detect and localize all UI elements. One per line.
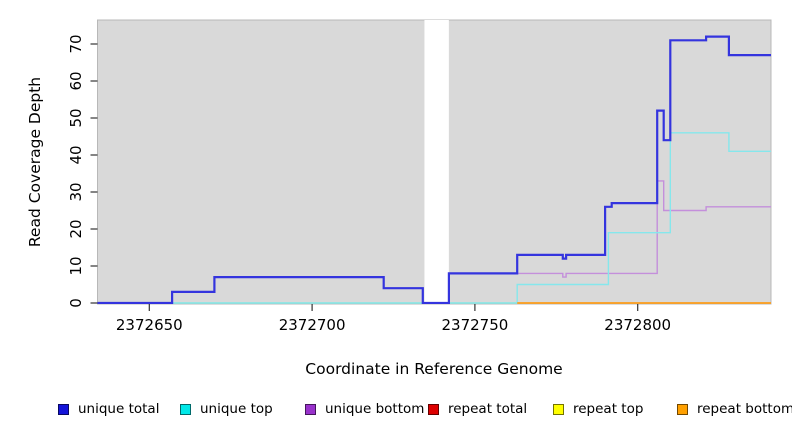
legend: unique total unique top unique bottom re… (0, 401, 792, 421)
legend-item-unique-bottom: unique bottom (305, 401, 424, 417)
legend-label: repeat bottom (697, 401, 792, 417)
series-line-unique-top (97, 132, 771, 304)
y-tick-label: 70 (67, 34, 85, 54)
x-tick-label: 2372650 (115, 316, 183, 334)
legend-item-unique-top: unique top (180, 401, 273, 417)
unique-bottom-swatch-icon (305, 403, 316, 415)
series-line-unique-total (97, 35, 771, 304)
legend-label: unique bottom (325, 401, 425, 417)
legend-item-repeat-total: repeat total (428, 401, 527, 417)
y-axis-title: Read Coverage Depth (26, 76, 44, 248)
masked-region (424, 20, 449, 304)
y-tick-label: 10 (67, 256, 85, 276)
y-tick-label: 40 (67, 145, 85, 165)
repeat-bottom-swatch-icon (677, 403, 688, 415)
unique-top-swatch-icon (180, 403, 191, 415)
unique-total-swatch-icon (58, 403, 69, 415)
axis-ticks (90, 43, 639, 311)
series-lines (97, 35, 771, 304)
y-tick-label: 20 (67, 219, 85, 239)
legend-item-repeat-top: repeat top (553, 401, 643, 417)
x-axis-title: Coordinate in Reference Genome (305, 360, 563, 378)
y-tick-label: 0 (67, 298, 85, 308)
y-tick-label: 30 (67, 182, 85, 202)
legend-label: unique total (78, 401, 160, 417)
legend-label: repeat top (573, 401, 644, 417)
y-tick-label: 50 (67, 108, 85, 128)
legend-label: unique top (200, 401, 273, 417)
legend-item-repeat-bottom: repeat bottom (677, 401, 792, 417)
legend-label: repeat total (448, 401, 528, 417)
x-tick-label: 2372800 (604, 316, 672, 334)
x-tick-label: 2372700 (278, 316, 346, 334)
legend-item-unique-total: unique total (58, 401, 159, 417)
plot-panel (97, 19, 772, 305)
repeat-total-swatch-icon (428, 403, 439, 415)
x-tick-label: 2372750 (441, 316, 509, 334)
repeat-top-swatch-icon (553, 403, 564, 415)
y-tick-label: 60 (67, 71, 85, 91)
